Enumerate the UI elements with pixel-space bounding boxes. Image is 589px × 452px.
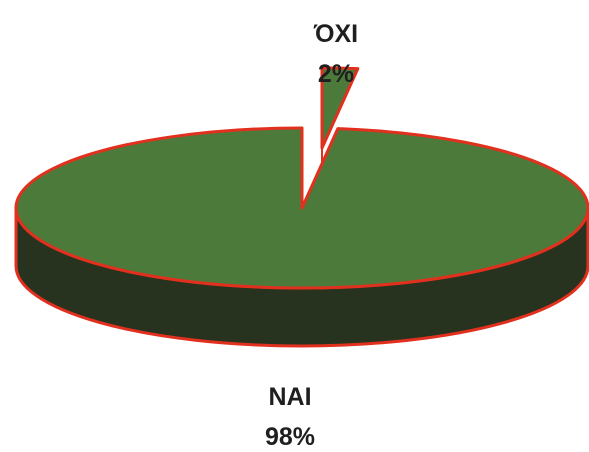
slice-label-oxi-value: 2% — [318, 60, 354, 88]
slice-label-oxi-name: ΌΧΙ — [313, 20, 358, 48]
slice-label-nai-name: NAI — [268, 383, 311, 411]
pie-slice-nai — [14, 126, 589, 290]
slice-label-nai-value: 98% — [265, 423, 315, 451]
pie-slice-όχι — [320, 66, 360, 150]
